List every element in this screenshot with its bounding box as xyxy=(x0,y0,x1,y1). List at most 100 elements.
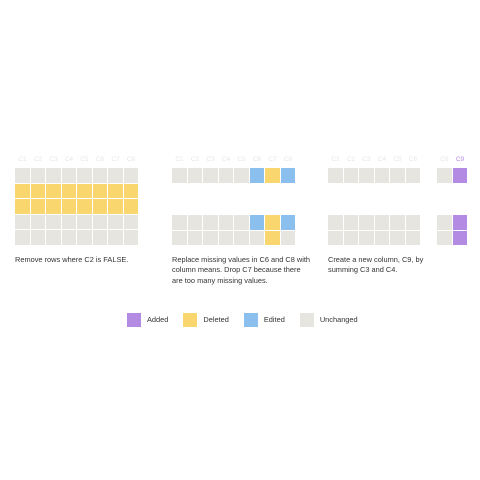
panel-3-after-cell xyxy=(452,230,467,245)
panel-1-before-cell xyxy=(123,199,138,214)
panel-2-after-cell xyxy=(218,215,233,230)
panel-1-before-cell xyxy=(92,199,107,214)
panel-1-before-cell xyxy=(46,230,61,245)
panel-2-before-cell xyxy=(172,168,187,183)
panel-1-before-cell xyxy=(46,199,61,214)
panel-3-caption: Create a new column, C9, by summing C3 a… xyxy=(328,255,424,275)
panel-3-header-c2: C2 xyxy=(346,156,356,163)
panel-2-after-cell xyxy=(265,230,280,245)
panel-3-after-cell xyxy=(437,215,452,230)
panel-1-header-c2: C2 xyxy=(33,156,43,163)
panel-1-before-cell xyxy=(46,214,61,229)
panel-1-before-cell xyxy=(15,183,30,198)
panel-3-before-cell xyxy=(437,168,452,183)
panel-1-caption: Remove rows where C2 is FALSE. xyxy=(15,255,129,264)
panel-3-before-cell xyxy=(452,168,467,183)
panel-1-before-cell xyxy=(61,214,76,229)
panel-1-before-cell xyxy=(108,183,123,198)
panel-2-after-cell xyxy=(172,215,187,230)
panel-1-header-c6: C6 xyxy=(95,156,105,163)
panel-1-header-c4: C4 xyxy=(64,156,74,163)
panel-1-before-cell xyxy=(108,214,123,229)
panel-2-after-cell xyxy=(234,230,249,245)
panel-3-header-c9: C9 xyxy=(455,156,465,163)
panel-1-before-cell xyxy=(30,214,45,229)
panel-2-after-cell xyxy=(172,230,187,245)
panel-3-after-cell xyxy=(452,215,467,230)
panel-3-after-cell xyxy=(437,230,452,245)
panel-3-header-c6: C6 xyxy=(408,156,418,163)
panel-1-before-cell xyxy=(77,183,92,198)
legend-item-edited: Edited xyxy=(243,312,285,327)
panel-1-before-cell xyxy=(61,183,76,198)
panel-2-before-cell xyxy=(187,168,202,183)
panel-2-header-c1: C1 xyxy=(175,156,184,163)
panel-1-before-cell xyxy=(77,199,92,214)
panel-1-before-cell xyxy=(77,230,92,245)
panel-2-before-cell xyxy=(249,168,264,183)
legend: Added Deleted Edited Unchanged xyxy=(127,312,373,327)
panel-3-after-cell xyxy=(390,230,405,245)
panel-1-before-cell xyxy=(108,199,123,214)
panel-3-before-cell xyxy=(343,168,358,183)
panel-1-before-cell xyxy=(46,168,61,183)
panel-3-before-cell xyxy=(390,168,405,183)
panel-2-header-c7: C7 xyxy=(268,156,277,163)
panel-1-before-cell xyxy=(61,199,76,214)
panel-1-before-cell xyxy=(92,230,107,245)
panel-1-before-cell xyxy=(123,230,138,245)
panel-2-before-cell xyxy=(265,168,280,183)
panel-2-after-cell xyxy=(203,215,218,230)
panel-2-after-cell xyxy=(249,230,264,245)
legend-label-deleted: Deleted xyxy=(203,315,229,324)
panel-1-before-cell xyxy=(108,230,123,245)
panel-1-header-c8: C8 xyxy=(126,156,136,163)
legend-label-added: Added xyxy=(147,315,169,324)
panel-3-after-cell xyxy=(328,215,343,230)
legend-swatch-deleted xyxy=(183,312,198,327)
panel-3-after-cell xyxy=(328,230,343,245)
panel-2-header-c6: C6 xyxy=(252,156,262,163)
panel-2-header-c2: C2 xyxy=(190,156,200,163)
panel-2-after-cell xyxy=(280,230,295,245)
legend-item-added: Added xyxy=(127,312,169,327)
panel-1-before-cell xyxy=(15,168,30,183)
panel-1-header-c3: C3 xyxy=(49,156,58,163)
panel-2-header-c3: C3 xyxy=(206,156,215,163)
panel-1-before-cell xyxy=(46,183,61,198)
legend-label-unchanged: Unchanged xyxy=(319,315,358,324)
panel-2-after-cell xyxy=(234,215,249,230)
panel-3-after-cell xyxy=(374,230,389,245)
panel-3-before-cell xyxy=(374,168,389,183)
panel-2-before-cell xyxy=(280,168,295,183)
panel-1-before-cell xyxy=(123,168,138,183)
panel-3-before-cell xyxy=(359,168,374,183)
panel-1-before-cell xyxy=(15,199,30,214)
panel-2-after-cell xyxy=(249,215,264,230)
panel-3-after-cell xyxy=(405,230,420,245)
panel-1-before-cell xyxy=(61,168,76,183)
legend-swatch-edited xyxy=(243,312,258,327)
panel-2-after-cell xyxy=(280,215,295,230)
panel-3-header-c3: C3 xyxy=(362,156,371,163)
panel-3-after-cell xyxy=(359,230,374,245)
panel-2-before-cell xyxy=(218,168,233,183)
panel-1-before-cell xyxy=(92,183,107,198)
panel-3-after-cell xyxy=(405,215,420,230)
panel-2-after-cell xyxy=(187,230,202,245)
panel-2-after-cell xyxy=(265,215,280,230)
panel-1-before-cell xyxy=(30,199,45,214)
panel-1-header-c7: C7 xyxy=(111,156,120,163)
panel-2-header-c5: C5 xyxy=(237,156,246,163)
panel-2-before-cell xyxy=(234,168,249,183)
panel-1-before-cell xyxy=(77,168,92,183)
panel-1-before-cell xyxy=(30,168,45,183)
panel-3-after-cell xyxy=(359,215,374,230)
panel-2-header-c4: C4 xyxy=(221,156,231,163)
panel-1-before-cell xyxy=(123,214,138,229)
legend-label-edited: Edited xyxy=(263,315,285,324)
panel-2-header-c8: C8 xyxy=(283,156,293,163)
panel-2-after-cell xyxy=(203,230,218,245)
panel-3-before-cell xyxy=(405,168,420,183)
